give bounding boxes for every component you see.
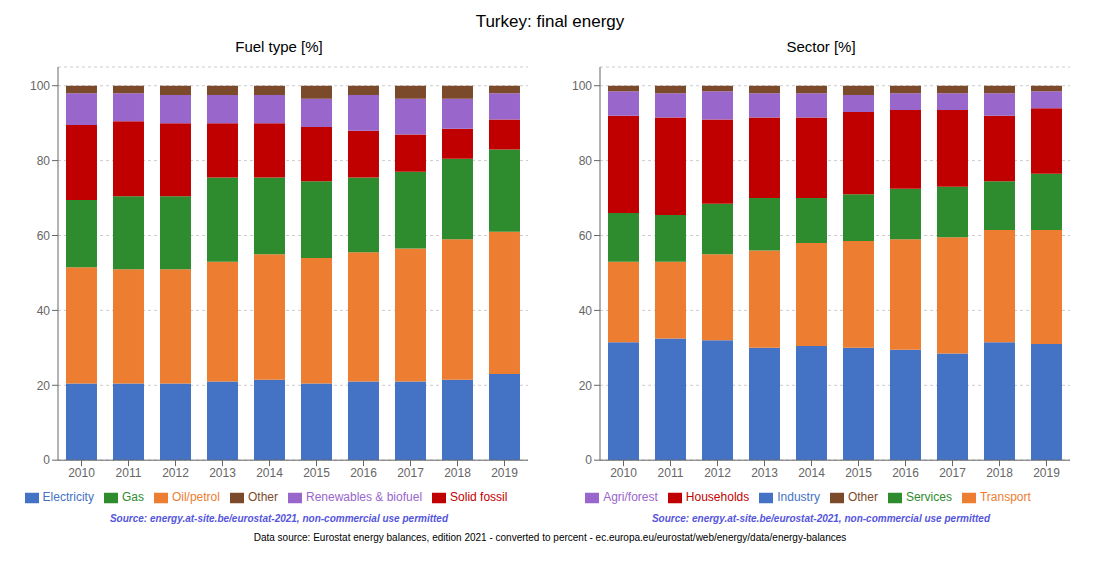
svg-text:2013: 2013 bbox=[751, 466, 778, 480]
svg-text:2019: 2019 bbox=[1033, 466, 1060, 480]
html-text:Data source: Eurostat energy b: Data source: Eurostat energy balances, e… bbox=[253, 532, 847, 543]
svg-text:2015: 2015 bbox=[303, 466, 330, 480]
svg-text:2017: 2017 bbox=[397, 466, 424, 480]
svg-text:2018: 2018 bbox=[986, 466, 1013, 480]
svg-text:2010: 2010 bbox=[68, 466, 95, 480]
svg-text:100: 100 bbox=[572, 79, 592, 93]
html-text:Fuel type [%]: Fuel type [%] bbox=[235, 38, 323, 55]
html-text:Oil/petrol: Oil/petrol bbox=[171, 490, 220, 505]
html-text:Households: Households bbox=[685, 490, 750, 505]
html-text:Source: energy.at-site.be/euro: Source: energy.at-site.be/eurostat-2021,… bbox=[652, 513, 990, 524]
html-text:Services: Services bbox=[905, 490, 952, 505]
svg-text:2010: 2010 bbox=[610, 466, 637, 480]
svg-text:40: 40 bbox=[37, 304, 51, 318]
svg-text:2016: 2016 bbox=[892, 466, 919, 480]
html-text:Sector [%]: Sector [%] bbox=[786, 38, 856, 55]
svg-text:2014: 2014 bbox=[798, 466, 825, 480]
svg-text:2012: 2012 bbox=[704, 466, 731, 480]
svg-text:2019: 2019 bbox=[491, 466, 518, 480]
svg-text:0: 0 bbox=[43, 453, 50, 467]
html-text:Solid fossil: Solid fossil bbox=[450, 490, 508, 505]
svg-text:20: 20 bbox=[37, 379, 51, 393]
svg-text:60: 60 bbox=[37, 229, 51, 243]
svg-text:2016: 2016 bbox=[350, 466, 377, 480]
html-text:Transport: Transport bbox=[979, 490, 1031, 505]
svg-text:2017: 2017 bbox=[939, 466, 966, 480]
svg-text:2011: 2011 bbox=[658, 466, 684, 480]
svg-text:0: 0 bbox=[585, 453, 592, 467]
svg-text:2015: 2015 bbox=[845, 466, 872, 480]
svg-text:2012: 2012 bbox=[162, 466, 189, 480]
svg-text:80: 80 bbox=[579, 154, 593, 168]
html-text:Other: Other bbox=[248, 490, 278, 505]
html-text:Source: energy.at-site.be/euro: Source: energy.at-site.be/eurostat-2021,… bbox=[110, 513, 448, 524]
svg-text:100: 100 bbox=[30, 79, 50, 93]
html-text:Industry: Industry bbox=[777, 490, 820, 505]
svg-text:20: 20 bbox=[579, 379, 593, 393]
svg-text:2013: 2013 bbox=[209, 466, 236, 480]
svg-text:80: 80 bbox=[37, 154, 51, 168]
html-text:Other: Other bbox=[847, 490, 878, 505]
html-text:Agri/forest: Agri/forest bbox=[603, 490, 658, 505]
svg-text:40: 40 bbox=[579, 304, 593, 318]
svg-text:2014: 2014 bbox=[256, 466, 283, 480]
html-text:Gas: Gas bbox=[121, 490, 144, 505]
svg-text:2011: 2011 bbox=[116, 466, 142, 480]
html-text:Renewables & biofuel: Renewables & biofuel bbox=[306, 490, 423, 505]
html-text:Electricity: Electricity bbox=[42, 490, 94, 505]
html-text:Turkey: final energy: Turkey: final energy bbox=[475, 12, 625, 31]
svg-text:60: 60 bbox=[579, 229, 593, 243]
svg-text:2018: 2018 bbox=[444, 466, 471, 480]
